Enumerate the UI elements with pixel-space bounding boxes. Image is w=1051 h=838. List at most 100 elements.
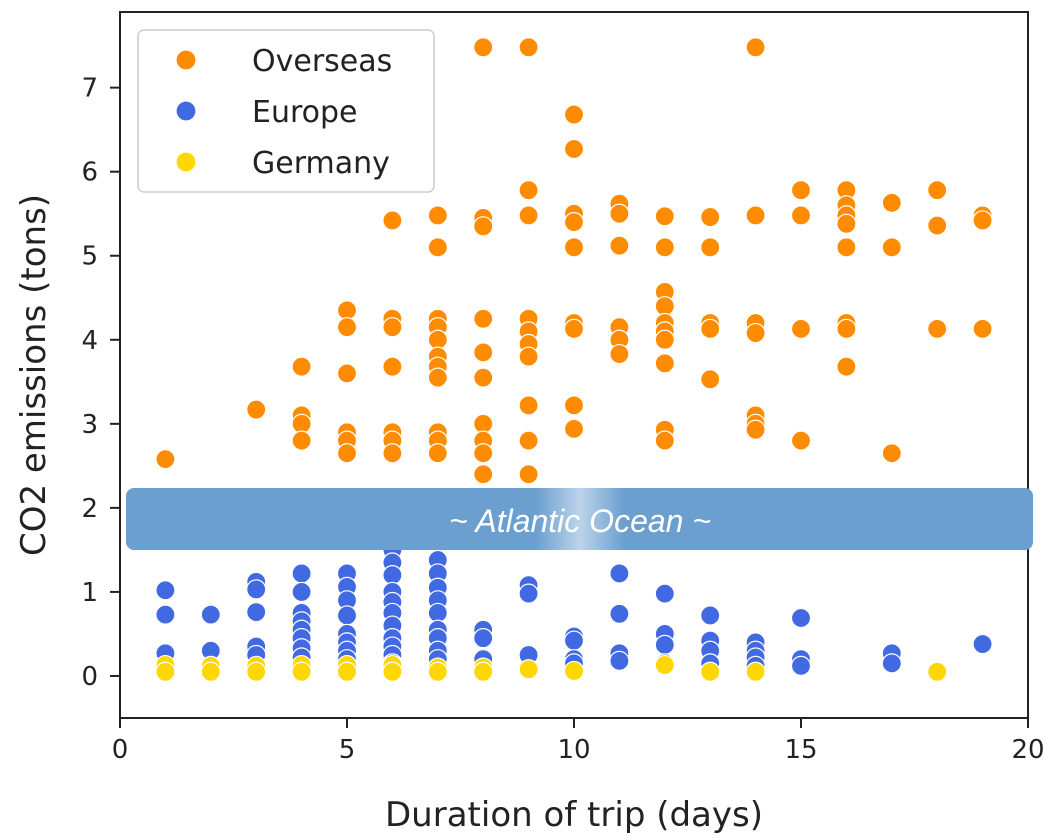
point-europe <box>654 634 675 655</box>
point-europe <box>246 579 267 600</box>
point-germany <box>563 660 585 682</box>
point-overseas <box>745 205 766 226</box>
atlantic-banner: ~ Atlantic Ocean ~ <box>126 488 1033 550</box>
y-tick-label: 2 <box>81 494 98 524</box>
point-overseas <box>972 210 993 231</box>
point-overseas <box>654 430 675 451</box>
point-overseas <box>382 210 403 231</box>
point-overseas <box>336 317 358 338</box>
point-overseas <box>473 464 494 485</box>
point-europe <box>246 601 267 623</box>
legend-label-overseas: Overseas <box>252 44 392 79</box>
legend-marker-europe <box>175 100 197 122</box>
point-europe <box>336 605 358 626</box>
point-overseas <box>518 37 539 58</box>
x-tick-label: 20 <box>1011 735 1044 765</box>
point-germany <box>291 661 312 682</box>
point-europe <box>382 565 403 586</box>
point-germany <box>700 661 721 682</box>
point-overseas <box>927 318 948 339</box>
point-overseas <box>609 235 630 256</box>
point-europe <box>291 581 312 603</box>
point-overseas <box>427 367 448 388</box>
point-germany <box>382 661 403 682</box>
x-tick-label: 5 <box>339 735 356 765</box>
y-tick-label: 5 <box>81 242 98 272</box>
series-germany <box>155 654 948 682</box>
point-overseas <box>654 329 675 350</box>
y-tick-label: 7 <box>81 74 98 104</box>
point-overseas <box>336 443 358 464</box>
point-overseas <box>881 237 902 258</box>
point-overseas <box>654 206 675 227</box>
point-overseas <box>563 418 585 439</box>
legend-marker-overseas <box>175 49 197 71</box>
legend-marker-germany <box>175 151 197 173</box>
point-overseas <box>790 205 812 226</box>
point-overseas <box>382 317 403 338</box>
point-europe <box>654 583 675 604</box>
point-germany <box>427 661 448 682</box>
point-europe <box>473 628 494 649</box>
point-overseas <box>518 346 539 367</box>
point-overseas <box>654 353 675 374</box>
x-tick-label: 10 <box>557 735 590 765</box>
point-overseas <box>563 395 585 416</box>
point-overseas <box>927 180 948 201</box>
point-germany <box>200 661 221 682</box>
point-overseas <box>336 363 358 384</box>
point-germany <box>336 661 358 682</box>
point-europe <box>563 630 585 651</box>
y-axis-label: CO2 emissions (tons) <box>14 194 54 556</box>
point-overseas <box>836 213 857 234</box>
points-layer <box>155 37 993 682</box>
point-europe <box>518 583 539 604</box>
banner-label: ~ Atlantic Ocean ~ <box>449 503 711 539</box>
point-overseas <box>563 237 585 258</box>
point-germany <box>473 661 494 682</box>
x-tick-label: 0 <box>112 735 129 765</box>
point-overseas <box>473 413 494 434</box>
point-europe <box>700 605 721 626</box>
point-europe <box>972 633 993 655</box>
point-overseas <box>790 318 812 339</box>
y-tick-label: 0 <box>81 662 98 692</box>
point-overseas <box>745 419 766 440</box>
banner-glow <box>535 488 625 550</box>
point-overseas <box>563 138 585 160</box>
point-europe <box>155 604 176 625</box>
y-tick-label: 3 <box>81 410 98 440</box>
point-overseas <box>291 413 312 434</box>
legend: Overseas Europe Germany <box>137 29 435 193</box>
point-overseas <box>700 369 721 390</box>
point-overseas <box>473 308 494 329</box>
point-overseas <box>291 430 312 451</box>
point-overseas <box>155 449 176 470</box>
legend-label-europe: Europe <box>252 95 358 130</box>
point-europe <box>155 580 176 601</box>
y-tick-label: 4 <box>81 326 98 356</box>
series-overseas <box>155 37 993 485</box>
point-overseas <box>609 343 630 365</box>
point-overseas <box>336 300 358 321</box>
point-europe <box>881 653 902 674</box>
point-overseas <box>881 443 902 464</box>
point-germany <box>246 661 267 682</box>
point-overseas <box>654 237 675 258</box>
point-overseas <box>518 395 539 416</box>
point-overseas <box>473 367 494 388</box>
ticks-layer: 0 5 10 15 20 0 1 2 3 4 5 6 7 <box>81 74 1044 765</box>
point-overseas <box>836 318 857 339</box>
point-overseas <box>382 356 403 377</box>
point-overseas <box>609 203 630 224</box>
legend-label-germany: Germany <box>252 146 390 181</box>
point-overseas <box>291 356 312 377</box>
point-overseas <box>972 318 993 339</box>
point-overseas <box>473 216 494 237</box>
point-overseas <box>563 212 585 233</box>
point-overseas <box>563 104 585 125</box>
point-overseas <box>473 342 494 363</box>
point-overseas <box>518 180 539 201</box>
point-germany <box>745 661 766 682</box>
point-overseas <box>518 430 539 451</box>
